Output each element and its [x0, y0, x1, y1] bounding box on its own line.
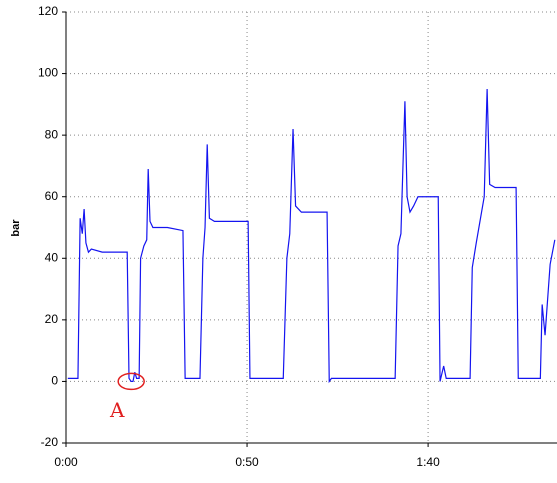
annotation-circle [117, 372, 145, 391]
y-tick-label: 20 [45, 312, 59, 326]
y-tick-label: 100 [38, 66, 58, 80]
y-tick-label: 80 [45, 127, 59, 141]
y-tick-label: 60 [45, 189, 59, 203]
annotation-label: A [109, 398, 125, 422]
x-tick-label: 0:00 [54, 455, 78, 469]
y-tick-label: -20 [41, 435, 59, 449]
y-tick-label: 0 [51, 374, 58, 388]
x-tick-label: 1:40 [416, 455, 440, 469]
x-tick-label: 0:50 [235, 455, 259, 469]
y-tick-label: 120 [38, 4, 58, 18]
y-axis-label: bar [10, 219, 22, 237]
y-tick-label: 40 [45, 250, 59, 264]
data-line [67, 88, 556, 384]
